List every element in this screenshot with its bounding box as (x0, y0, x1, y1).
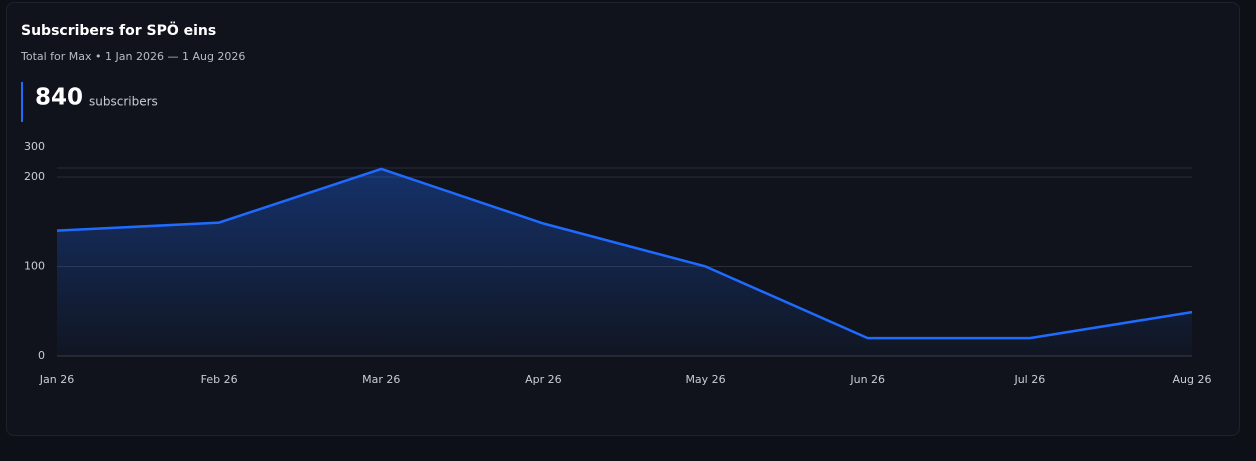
card (6, 2, 1240, 436)
x-tick-label: May 26 (685, 373, 725, 386)
chart-title: Subscribers for SPÖ eins (21, 21, 216, 39)
total-label: subscribers (89, 95, 158, 109)
x-tick-label: Jul 26 (1013, 373, 1045, 386)
x-tick-label: Jan 26 (39, 373, 74, 386)
x-tick-label: Jun 26 (849, 373, 885, 386)
y-tick-label: 300 (24, 140, 45, 153)
y-tick-label: 100 (24, 259, 45, 272)
line (56, 167, 1193, 340)
x-tick-label: Apr 26 (525, 373, 562, 386)
x-tick-label: Mar 26 (362, 373, 400, 386)
subtitle: Total for Max • 1 Jan 2026 — 1 Aug 2026 (20, 50, 245, 63)
area (57, 168, 1192, 356)
total: 840 (35, 85, 83, 111)
y-tick-label: 200 (24, 170, 45, 183)
x-tick-label: Aug 26 (1173, 373, 1212, 386)
accent-bar (21, 82, 23, 122)
x-tick-label: Feb 26 (201, 373, 238, 386)
y-tick-label: 0 (38, 349, 45, 362)
